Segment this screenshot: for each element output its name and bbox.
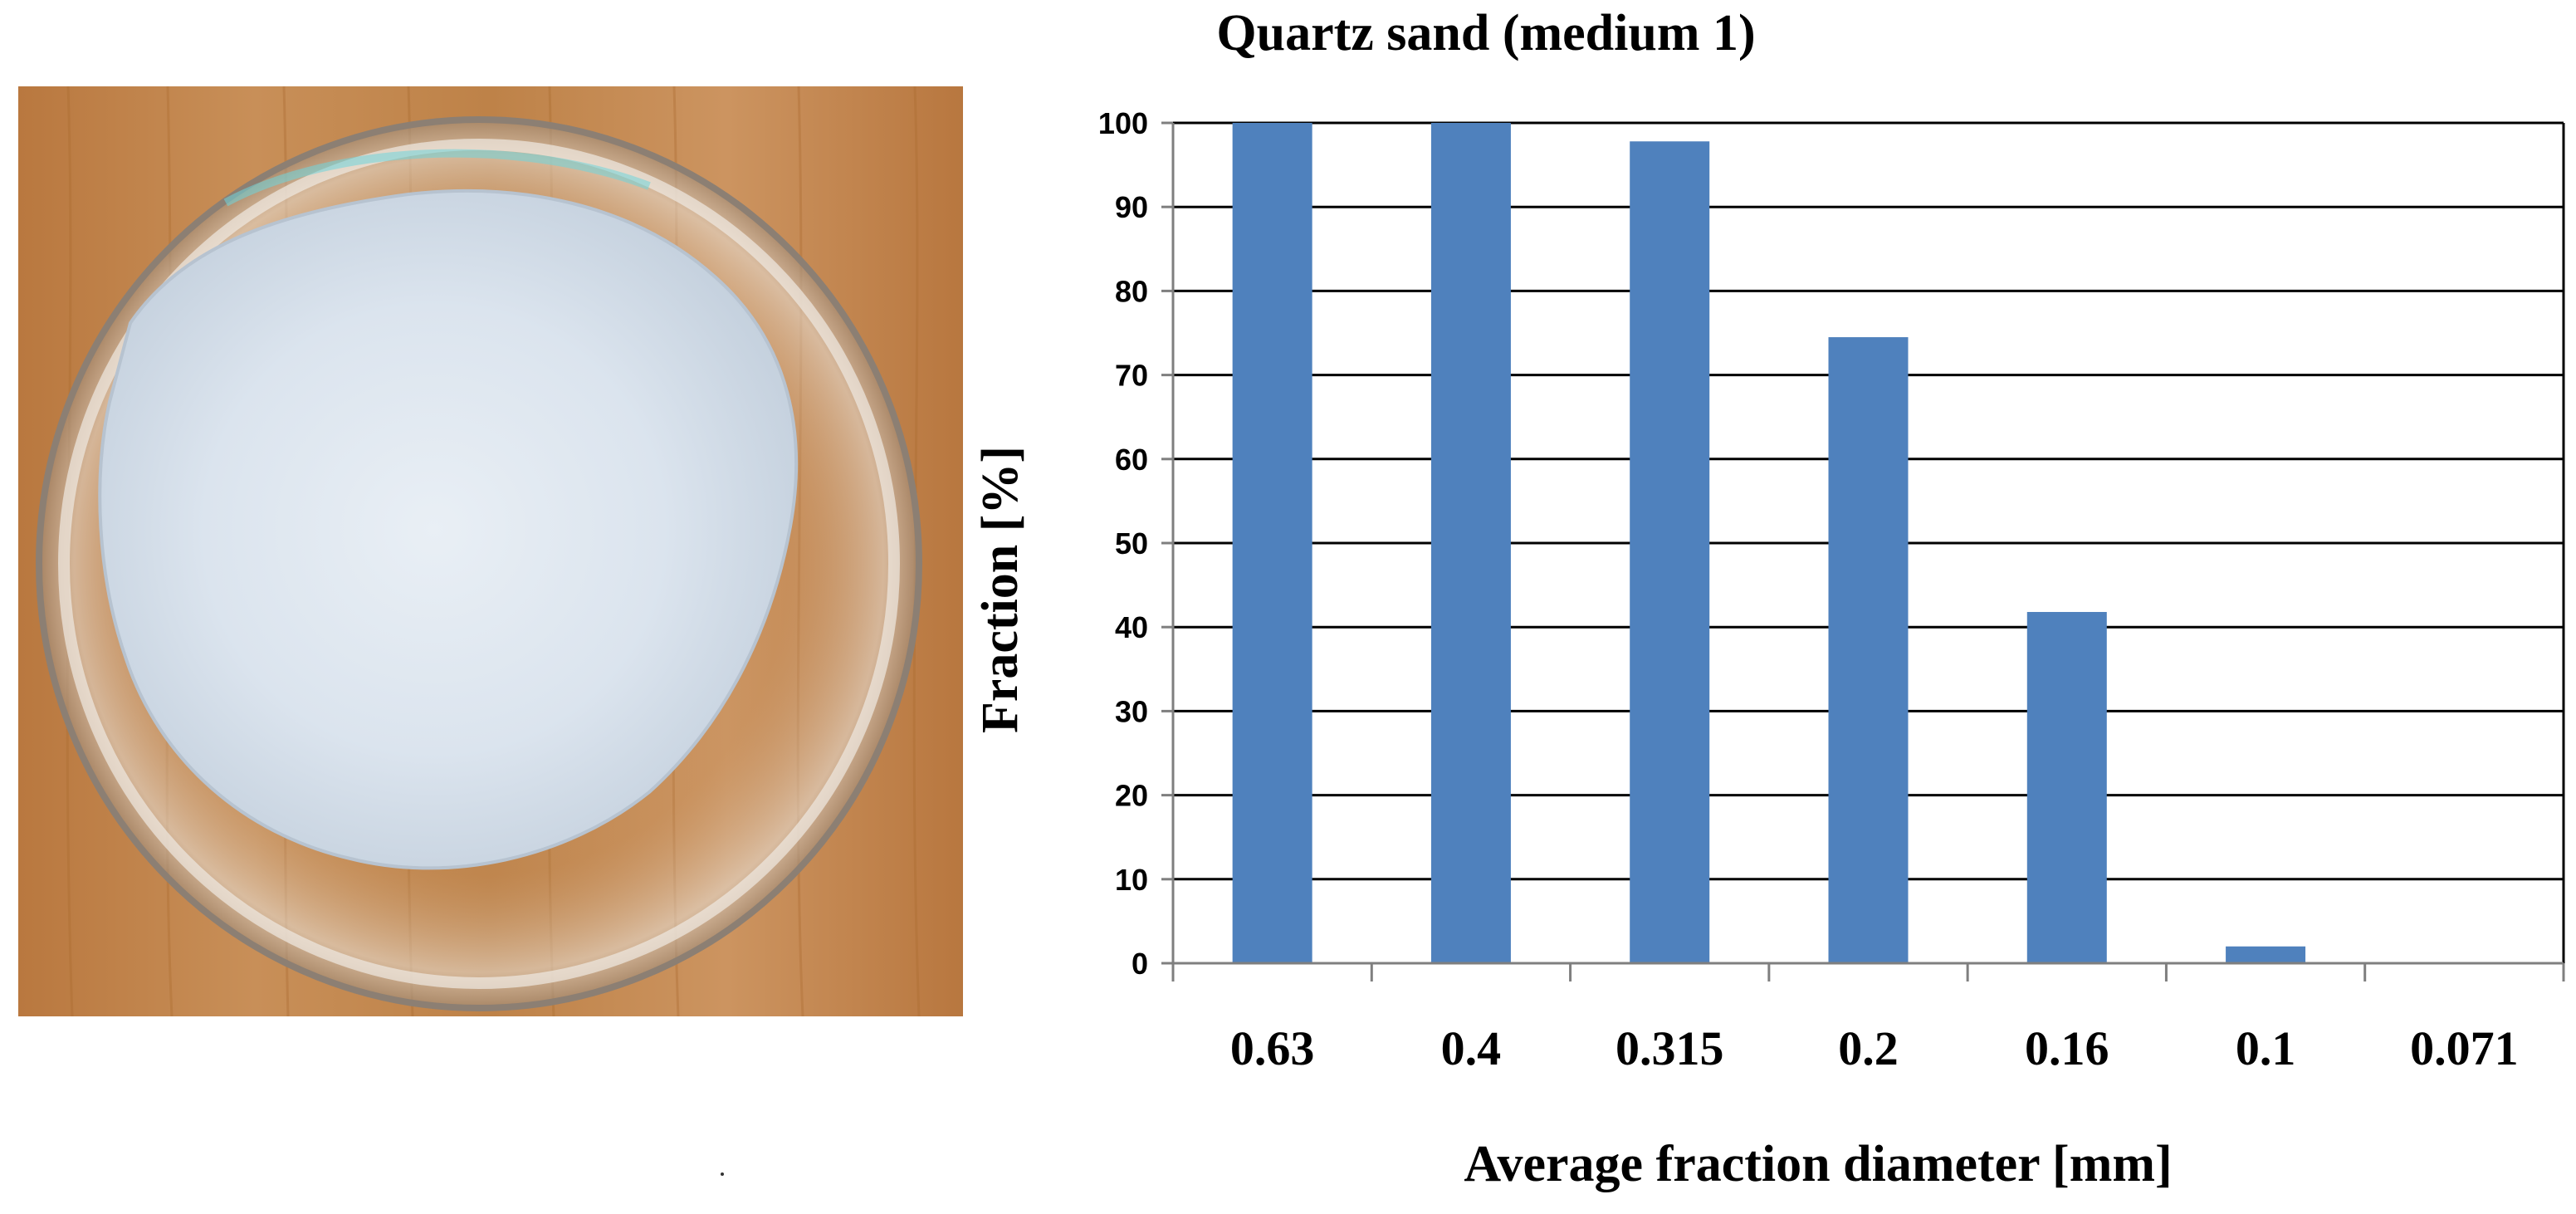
x-tick-label: 0.16 [2025,1021,2109,1075]
y-tick-label: 80 [1115,274,1148,308]
axes [1161,121,2565,981]
bar-0.315 [1630,141,1710,963]
y-tick-label: 10 [1115,863,1148,897]
y-tick-label: 20 [1115,779,1148,813]
bar-0.2 [1828,337,1909,963]
y-tick-label: 0 [1132,947,1148,981]
y-tick-label: 90 [1115,190,1148,224]
x-tick-label: 0.2 [1838,1021,1899,1075]
x-tick-label: 0.4 [1441,1021,1502,1075]
y-tick-label: 60 [1115,443,1148,477]
x-tick-label: 0.1 [2236,1021,2296,1075]
petri-dish-with-quartz-sand-photo [18,86,963,1016]
x-tick-label: 0.315 [1615,1021,1724,1075]
y-tick-label: 70 [1115,359,1148,393]
bar-0.63 [1232,123,1312,963]
y-tick-label: 50 [1115,526,1148,560]
y-tick-label: 30 [1115,694,1148,728]
chart-title: Quartz sand (medium 1) [1216,5,1756,61]
x-axis-title: Average fraction diameter [mm] [1464,1136,2173,1192]
bars [1232,123,2306,963]
x-tick-label: 0.071 [2410,1021,2519,1075]
y-tick-label: 40 [1115,610,1148,644]
x-tick-label: 0.63 [1230,1021,1315,1075]
bar-0.1 [2226,946,2306,963]
bar-0.16 [2026,611,2107,963]
x-tick-labels: 0.63 0.4 0.315 0.2 0.16 0.1 0.071 [1230,1021,2519,1075]
y-tick-labels: 0 10 20 30 40 50 60 70 80 90 100 [1098,106,1148,981]
bar-0.4 [1430,123,1511,963]
stray-dot [721,1172,724,1176]
y-tick-label: 100 [1098,106,1148,140]
